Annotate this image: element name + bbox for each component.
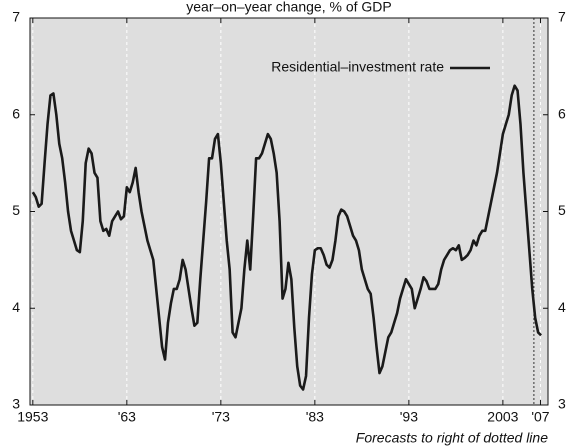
x-tick-label: 1953	[17, 409, 48, 425]
x-tick-label: '73	[212, 409, 230, 425]
y-tick-label: 5	[12, 202, 20, 218]
y-tick-label: 4	[12, 299, 20, 315]
y2-tick-label: 4	[558, 299, 566, 315]
data-line	[31, 84, 542, 391]
plot-background	[30, 18, 548, 405]
y2-tick-label: 7	[558, 9, 566, 25]
y2-tick-label: 3	[558, 396, 566, 412]
x-tick-label: '93	[400, 409, 418, 425]
legend-label: Residential–investment rate	[271, 59, 444, 75]
y2-tick-label: 5	[558, 202, 566, 218]
x-tick-label: '63	[118, 409, 136, 425]
chart-subtitle: year–on–year change, % of GDP	[186, 0, 391, 15]
y-tick-label: 3	[12, 396, 20, 412]
x-tick-label: '07	[531, 409, 549, 425]
x-tick-label: 2003	[487, 409, 518, 425]
y2-tick-label: 6	[558, 105, 566, 121]
x-tick-label: '83	[306, 409, 324, 425]
y-tick-label: 7	[12, 9, 20, 25]
annotation: Forecasts to right of dotted line	[356, 430, 548, 446]
y-tick-label: 6	[12, 105, 20, 121]
frame	[29, 17, 549, 406]
